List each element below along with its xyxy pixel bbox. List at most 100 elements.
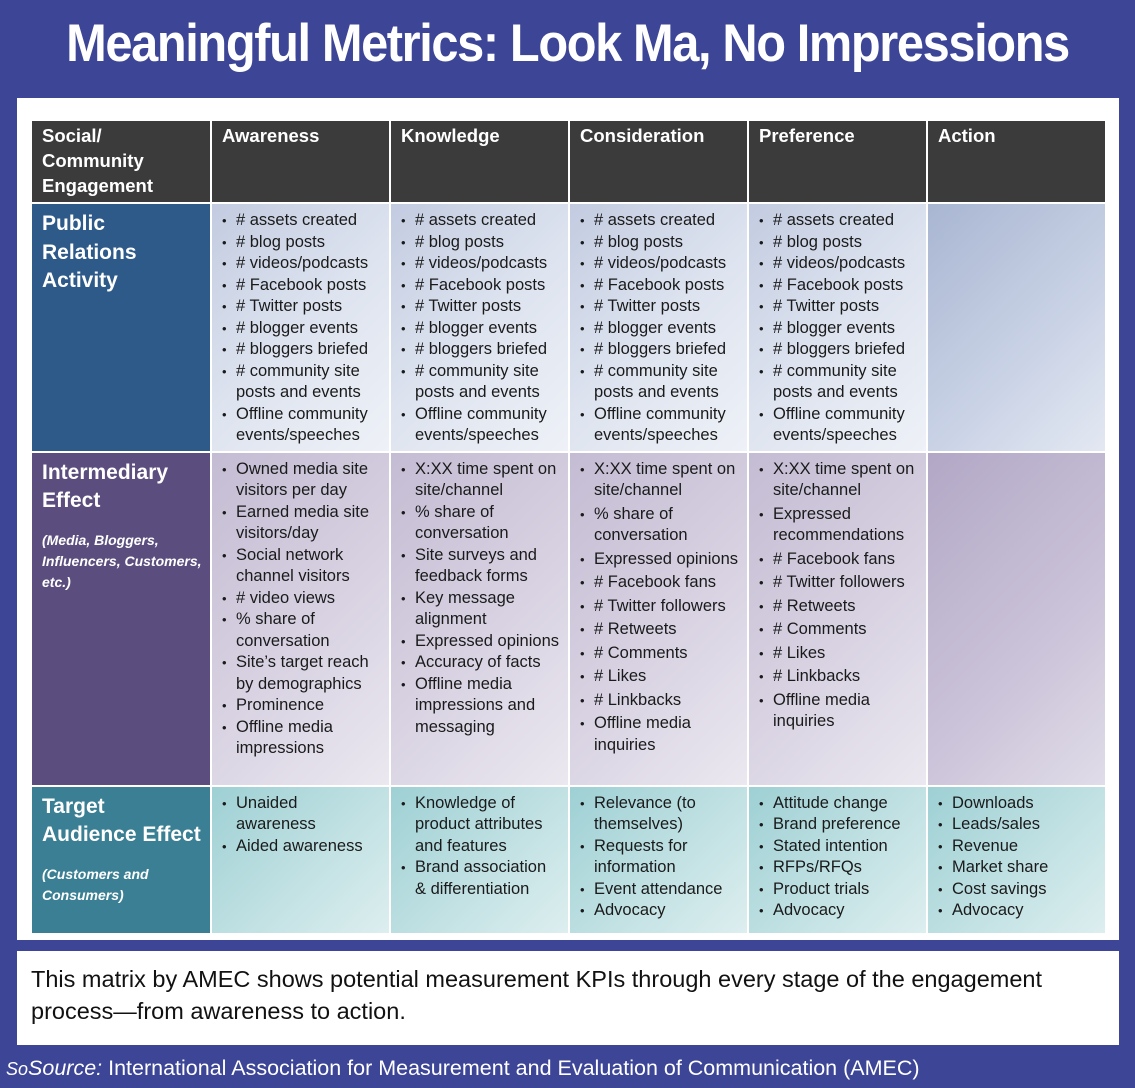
kpi-item: RFPs/RFQs (759, 857, 918, 879)
kpi-item: Site surveys and feedback forms (401, 545, 560, 588)
kpi-item: Aided awareness (222, 836, 381, 858)
kpi-item: Offline media inquiries (759, 690, 918, 733)
kpi-item: Knowledge of product attributes and feat… (401, 793, 560, 858)
kpi-item: Expressed opinions (401, 631, 560, 653)
kpi-item: Unaided awareness (222, 793, 381, 836)
kpi-item: # blog posts (580, 232, 739, 254)
table-cell: Owned media site visitors per dayEarned … (210, 450, 391, 787)
kpi-item: # Linkbacks (759, 666, 918, 688)
kpi-item: Product trials (759, 879, 918, 901)
kpi-item: Social network channel visitors (222, 545, 381, 588)
table-cell-empty (926, 202, 1107, 453)
kpi-list: Unaided awarenessAided awareness (222, 793, 381, 858)
kpi-item: # video views (222, 588, 381, 610)
kpi-item: Brand preference (759, 814, 918, 836)
kpi-item: Relevance (to themselves) (580, 793, 739, 836)
kpi-item: Market share (938, 857, 1097, 879)
table-cell: X:XX time spent on site/channel% share o… (568, 450, 749, 787)
kpi-item: # bloggers briefed (401, 339, 560, 361)
kpi-item: # Twitter followers (759, 572, 918, 594)
kpi-item: # bloggers briefed (759, 339, 918, 361)
kpi-item: # videos/podcasts (759, 253, 918, 275)
source-prefix: So (6, 1059, 29, 1079)
row-header: Intermediary Effect (Media, Bloggers, In… (30, 450, 212, 787)
kpi-item: % share of conversation (580, 504, 739, 547)
kpi-item: # Twitter followers (580, 596, 739, 618)
kpi-item: # Twitter posts (759, 296, 918, 318)
kpi-item: Advocacy (759, 900, 918, 922)
row-label: Public Relations Activity (42, 212, 137, 292)
kpi-item: Offline media inquiries (580, 713, 739, 756)
kpi-list: # assets created# blog posts# videos/pod… (759, 210, 918, 447)
kpi-item: Expressed opinions (580, 549, 739, 571)
table-cell: # assets created# blog posts# videos/pod… (389, 202, 570, 453)
kpi-item: # Twitter posts (222, 296, 381, 318)
kpi-item: # videos/podcasts (222, 253, 381, 275)
kpi-item: # Facebook fans (580, 572, 739, 594)
table-cell: Unaided awarenessAided awareness (210, 784, 391, 935)
kpi-item: # Likes (580, 666, 739, 688)
header-row: Social/ Community Engagement Awareness K… (30, 119, 1107, 204)
table-row: Target Audience Effect (Customers and Co… (30, 784, 1107, 935)
kpi-item: # blog posts (222, 232, 381, 254)
table-cell: # assets created# blog posts# videos/pod… (210, 202, 391, 453)
kpi-item: Earned media site visitors/day (222, 502, 381, 545)
row-label: Intermediary Effect (42, 460, 169, 513)
table-row: Intermediary Effect (Media, Bloggers, In… (30, 450, 1107, 787)
kpi-item: # blogger events (759, 318, 918, 340)
kpi-item: # Comments (759, 619, 918, 641)
row-sublabel: (Media, Bloggers, Influencers, Customers… (42, 531, 202, 590)
kpi-item: # Retweets (580, 619, 739, 641)
kpi-item: # videos/podcasts (401, 253, 560, 275)
kpi-item: % share of conversation (401, 502, 560, 545)
kpi-item: # Facebook posts (580, 275, 739, 297)
kpi-item: # assets created (222, 210, 381, 232)
column-header: Knowledge (389, 119, 570, 204)
kpi-item: Accuracy of facts (401, 652, 560, 674)
table-cell: Knowledge of product attributes and feat… (389, 784, 570, 935)
kpi-item: # blogger events (222, 318, 381, 340)
kpi-item: # Facebook posts (401, 275, 560, 297)
table-cell: # assets created# blog posts# videos/pod… (747, 202, 928, 453)
kpi-matrix-table: Social/ Community Engagement Awareness K… (30, 119, 1107, 935)
caption: This matrix by AMEC shows potential meas… (17, 951, 1119, 1045)
row-header: Public Relations Activity (30, 202, 212, 453)
table-cell-empty (926, 450, 1107, 787)
table-cell: Relevance (to themselves)Requests for in… (568, 784, 749, 935)
kpi-list: Owned media site visitors per dayEarned … (222, 459, 381, 760)
kpi-list: Relevance (to themselves)Requests for in… (580, 793, 739, 922)
column-header: Consideration (568, 119, 749, 204)
kpi-item: # Twitter posts (580, 296, 739, 318)
kpi-item: # blog posts (759, 232, 918, 254)
table-cell: X:XX time spent on site/channelExpressed… (747, 450, 928, 787)
kpi-item: Leads/sales (938, 814, 1097, 836)
kpi-item: Offline community events/speeches (222, 404, 381, 447)
kpi-list: DownloadsLeads/salesRevenueMarket shareC… (938, 793, 1097, 922)
kpi-item: Requests for information (580, 836, 739, 879)
kpi-item: # assets created (580, 210, 739, 232)
kpi-item: Downloads (938, 793, 1097, 815)
kpi-item: Revenue (938, 836, 1097, 858)
kpi-item: # community site posts and events (580, 361, 739, 404)
kpi-item: # assets created (759, 210, 918, 232)
kpi-list: X:XX time spent on site/channel% share o… (580, 459, 739, 757)
kpi-item: Offline media impressions (222, 717, 381, 760)
kpi-item: Owned media site visitors per day (222, 459, 381, 502)
kpi-item: Cost savings (938, 879, 1097, 901)
kpi-list: X:XX time spent on site/channelExpressed… (759, 459, 918, 733)
row-label: Target Audience Effect (42, 794, 201, 847)
page-title: Meaningful Metrics: Look Ma, No Impressi… (66, 14, 1070, 73)
kpi-item: # Linkbacks (580, 690, 739, 712)
kpi-item: % share of conversation (222, 609, 381, 652)
kpi-list: # assets created# blog posts# videos/pod… (401, 210, 560, 447)
kpi-item: Attitude change (759, 793, 918, 815)
kpi-list: X:XX time spent on site/channel% share o… (401, 459, 560, 739)
kpi-list: Attitude changeBrand preferenceStated in… (759, 793, 918, 922)
kpi-item: X:XX time spent on site/channel (759, 459, 918, 502)
column-header: Action (926, 119, 1107, 204)
source-text: International Association for Measuremen… (108, 1056, 920, 1080)
table-cell: # assets created# blog posts# videos/pod… (568, 202, 749, 453)
row-sublabel: (Customers and Consumers) (42, 865, 149, 903)
kpi-item: # bloggers briefed (222, 339, 381, 361)
kpi-item: # Comments (580, 643, 739, 665)
